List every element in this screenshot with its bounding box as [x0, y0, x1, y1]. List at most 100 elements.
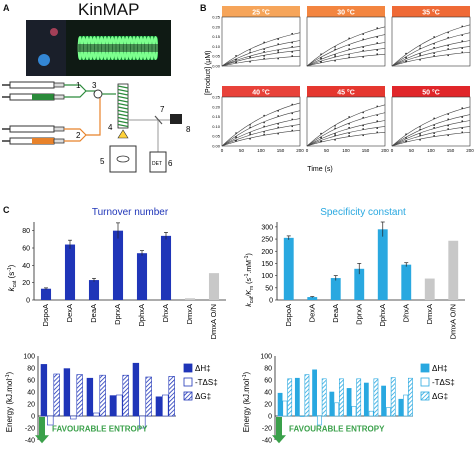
bar-DmxA O/N	[448, 240, 459, 300]
fit-line	[221, 46, 301, 67]
ytick: 0.05	[212, 54, 221, 59]
specificity-ylabel: kcat/Km (s-1.mM-1)	[244, 253, 255, 307]
ytick: 0.25	[212, 95, 221, 100]
legend-label: ΔG‡	[432, 392, 448, 401]
data-point	[419, 134, 421, 137]
data-point	[362, 46, 364, 49]
data-point	[291, 51, 293, 53]
xtick: 50	[409, 148, 415, 153]
panel-b-ylabel: [Product] (µM)	[205, 51, 212, 96]
data-point	[235, 58, 237, 61]
data-point	[320, 140, 322, 143]
fit-line	[221, 32, 301, 67]
energy-bar-ΔH‡	[346, 388, 352, 417]
energy-bar-ΔH‡	[86, 377, 94, 417]
ytick-label: 0	[268, 414, 272, 421]
category-label: DphxA	[378, 304, 387, 327]
data-point	[235, 61, 237, 64]
data-point	[447, 118, 449, 120]
component-8: 8	[186, 125, 191, 134]
fit-line	[306, 48, 386, 67]
bar-DmxA O/N	[208, 273, 220, 300]
data-point	[348, 134, 350, 137]
ytick-label: 40	[27, 390, 35, 397]
data-point	[362, 128, 364, 130]
bar-DspoA	[40, 288, 52, 300]
ytick-label: 40	[22, 263, 30, 270]
category-label: DphxA	[137, 304, 146, 327]
fit-line	[391, 106, 471, 147]
energy-bar-ΔG‡	[145, 376, 152, 417]
syringe-2	[2, 125, 65, 133]
fit-line	[306, 34, 386, 67]
ytick: 0.25	[212, 15, 221, 20]
legend-label: ΔG‡	[195, 392, 211, 401]
coil-turn	[117, 109, 129, 114]
data-point	[376, 49, 378, 51]
data-point	[263, 50, 265, 53]
ytick: 0.10	[212, 44, 221, 49]
xtick: 200	[381, 148, 389, 153]
coil-turn	[117, 99, 129, 103]
data-point	[320, 57, 322, 60]
detector-label: DET	[152, 161, 162, 167]
data-point	[376, 120, 378, 122]
data-point	[433, 132, 435, 135]
energy-bar-ΔG‡	[168, 376, 175, 417]
data-point	[405, 137, 407, 139]
data-point	[362, 134, 364, 137]
data-point	[376, 36, 378, 38]
energy-bar--TΔS‡	[116, 394, 123, 417]
energy-bar--TΔS‡	[139, 415, 146, 429]
ytick-label: 100	[261, 273, 273, 280]
ytick-label: 40	[264, 390, 272, 397]
category-label: DhxA	[401, 304, 410, 322]
data-point	[461, 116, 464, 118]
fit-line	[306, 132, 386, 147]
energy-bar-ΔH‡	[294, 377, 300, 417]
legend-swatch	[183, 391, 193, 401]
data-point	[249, 138, 251, 140]
data-point	[433, 54, 435, 57]
data-point	[291, 45, 293, 48]
ytick-label: 80	[264, 366, 272, 373]
data-point	[419, 133, 421, 135]
energy-right-ylabel: Energy (kJ.mol-1)	[242, 371, 251, 432]
syringe-2b	[2, 137, 65, 145]
data-point	[277, 38, 279, 40]
legend-swatch	[420, 391, 430, 401]
fit-line	[391, 46, 471, 67]
ytick-label: -20	[25, 426, 35, 433]
legend-swatch	[420, 363, 430, 373]
energy-bar-ΔH‡	[132, 362, 140, 417]
fit-line	[221, 50, 301, 67]
data-point	[348, 132, 350, 135]
component-7: 7	[160, 105, 165, 114]
data-point	[419, 53, 421, 55]
legend-swatch	[183, 377, 193, 387]
data-point	[249, 132, 251, 134]
data-point	[263, 131, 265, 133]
data-point	[277, 57, 279, 60]
data-point	[277, 43, 279, 45]
bar-DhxA	[160, 235, 172, 300]
xtick: 50	[239, 148, 245, 153]
data-point	[461, 40, 464, 42]
panel-b-xlabel: Time (s)	[307, 166, 332, 173]
category-label: DspoA	[284, 304, 293, 327]
data-point	[419, 128, 421, 131]
legend-label: ΔH‡	[432, 364, 448, 373]
ytick-label: 0	[269, 298, 273, 305]
energy-bar-ΔG‡	[408, 377, 413, 417]
energy-bar--TΔS‡	[162, 394, 169, 417]
data-point	[348, 53, 350, 56]
component-5: 5	[100, 157, 105, 166]
component-2: 2	[76, 131, 81, 140]
data-point	[461, 25, 464, 28]
panel-letter-c: C	[3, 205, 10, 215]
data-point	[263, 57, 265, 60]
data-point	[447, 44, 449, 47]
energy-bar-ΔG‡	[373, 378, 379, 417]
data-point	[235, 132, 237, 134]
bar-DprxA	[112, 230, 124, 300]
